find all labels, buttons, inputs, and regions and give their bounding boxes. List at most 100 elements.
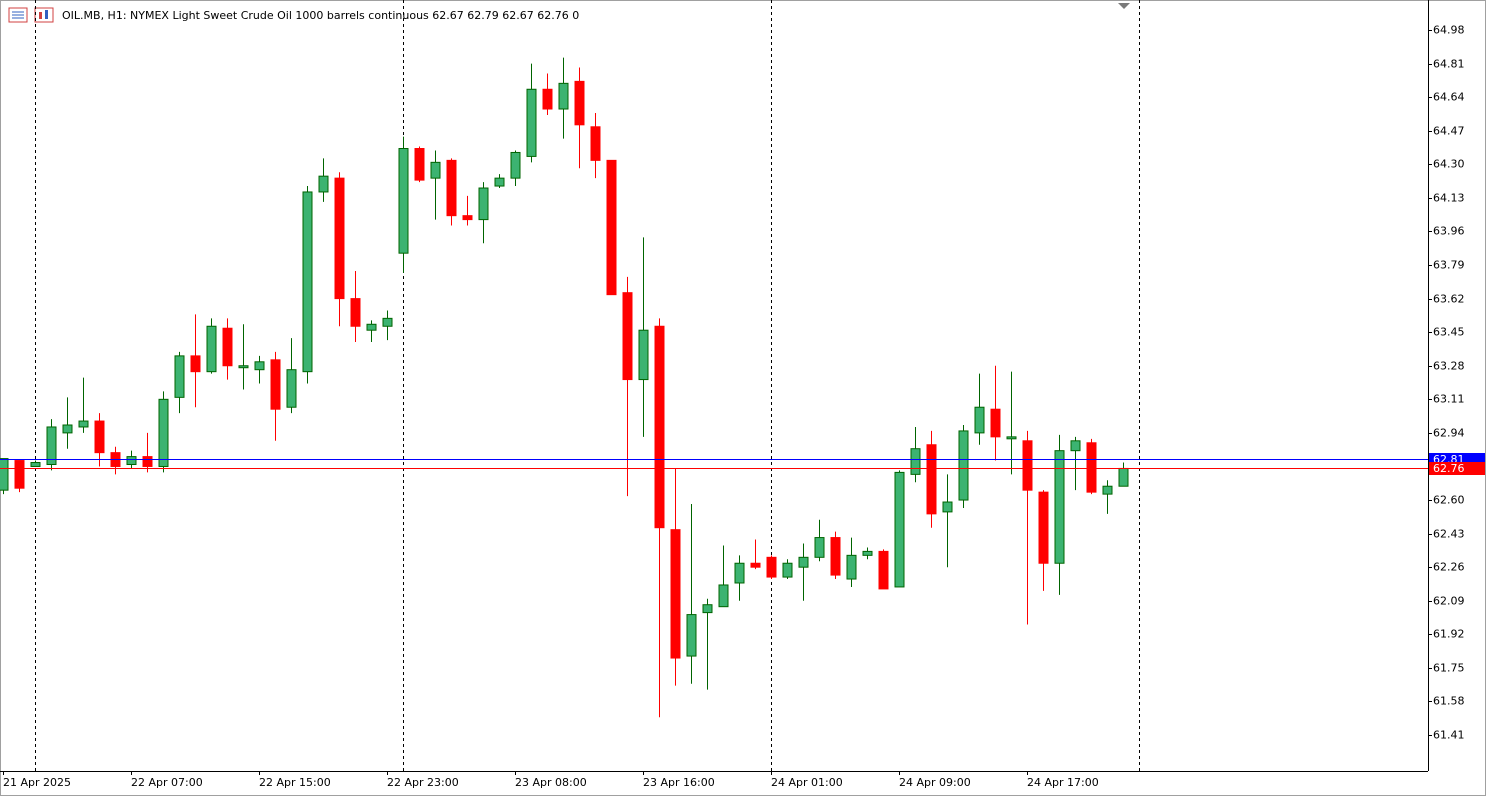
candle-body — [1054, 450, 1065, 564]
y-tick-label: 64.81 — [1433, 58, 1465, 71]
candle-body — [78, 420, 89, 428]
candle-body — [46, 426, 57, 465]
candle-body — [478, 187, 489, 221]
candle — [142, 432, 153, 473]
candle-body — [734, 562, 745, 584]
candle — [526, 63, 537, 163]
candle-body — [526, 88, 537, 157]
candle-body — [302, 191, 313, 373]
candle — [446, 158, 457, 226]
y-tick-label: 64.64 — [1433, 91, 1465, 104]
candle — [1102, 480, 1113, 514]
candle-body — [398, 148, 409, 254]
y-tick-label: 62.26 — [1433, 561, 1465, 574]
candle-body — [574, 80, 585, 126]
candle-body — [126, 456, 137, 465]
y-tick-label: 61.58 — [1433, 695, 1465, 708]
candle-body — [414, 148, 425, 181]
candle — [670, 468, 681, 686]
candle — [238, 324, 249, 390]
menu-icon[interactable] — [8, 7, 28, 23]
y-tick-label: 63.28 — [1433, 360, 1465, 373]
candle-body — [254, 361, 265, 371]
candle-body — [382, 317, 393, 327]
candle — [206, 318, 217, 374]
candle — [654, 318, 665, 718]
candle-body — [606, 159, 617, 296]
candle — [382, 310, 393, 341]
icon-box[interactable] — [34, 7, 54, 23]
candle — [366, 320, 377, 343]
candle-body — [814, 537, 825, 558]
candle — [494, 174, 505, 189]
candle — [814, 519, 825, 562]
y-tick-label: 64.47 — [1433, 125, 1465, 138]
candle — [782, 559, 793, 580]
candle — [190, 314, 201, 408]
candle-body — [1102, 485, 1113, 495]
candle — [1038, 490, 1049, 591]
candle-body — [702, 604, 713, 614]
candle — [606, 159, 617, 296]
candle-body — [942, 501, 953, 513]
candle-body — [622, 292, 633, 381]
candle — [830, 531, 841, 580]
candle — [686, 503, 697, 684]
x-tick-label: 22 Apr 07:00 — [131, 776, 203, 789]
candle — [846, 537, 857, 587]
candle — [174, 351, 185, 414]
candle-body — [318, 175, 329, 193]
y-tick-label: 62.94 — [1433, 427, 1465, 440]
candle-body — [494, 177, 505, 187]
candle-body — [1118, 467, 1129, 487]
candle-body — [670, 529, 681, 659]
y-tick-label: 61.75 — [1433, 662, 1465, 675]
candle-body — [174, 355, 185, 398]
candle — [430, 150, 441, 220]
x-tick-label: 21 Apr 2025 — [3, 776, 71, 789]
candle-body — [1086, 442, 1097, 493]
candle-body — [238, 365, 249, 369]
y-tick-label: 61.41 — [1433, 729, 1465, 742]
candle-body — [878, 550, 889, 590]
chart-title: OIL.MB, H1: NYMEX Light Sweet Crude Oil … — [62, 9, 579, 22]
price-label-bg — [1429, 462, 1485, 475]
candle-body — [654, 325, 665, 529]
candle-body — [158, 398, 169, 467]
candle — [302, 186, 313, 384]
candle — [926, 430, 937, 528]
candle-body — [286, 369, 297, 408]
candle-body — [542, 88, 553, 110]
candle — [414, 146, 425, 183]
candle-body — [462, 215, 473, 221]
x-tick-label: 24 Apr 01:00 — [771, 776, 843, 789]
candle-body — [190, 355, 201, 373]
candle — [990, 365, 1001, 461]
candle — [1070, 436, 1081, 491]
candle-body — [782, 562, 793, 578]
candle — [894, 470, 905, 588]
y-tick-label: 62.09 — [1433, 595, 1465, 608]
candle — [222, 318, 233, 380]
candle — [798, 543, 809, 601]
candle — [398, 136, 409, 273]
candle-body — [958, 430, 969, 501]
candle — [558, 57, 569, 139]
y-tick-label: 64.13 — [1433, 192, 1465, 205]
candle-body — [350, 298, 361, 327]
x-tick-label: 23 Apr 16:00 — [643, 776, 715, 789]
candle-body — [718, 584, 729, 608]
x-tick-label: 22 Apr 23:00 — [387, 776, 459, 789]
candle — [46, 419, 57, 471]
y-tick-label: 61.92 — [1433, 628, 1465, 641]
candle-body — [894, 471, 905, 588]
x-tick-label: 24 Apr 09:00 — [899, 776, 971, 789]
candle-body — [750, 562, 761, 568]
candle-body — [30, 462, 41, 467]
symbol-icon[interactable] — [34, 7, 54, 23]
candle-body — [638, 329, 649, 381]
shift-marker[interactable] — [1118, 3, 1130, 9]
candle-body — [446, 159, 457, 217]
